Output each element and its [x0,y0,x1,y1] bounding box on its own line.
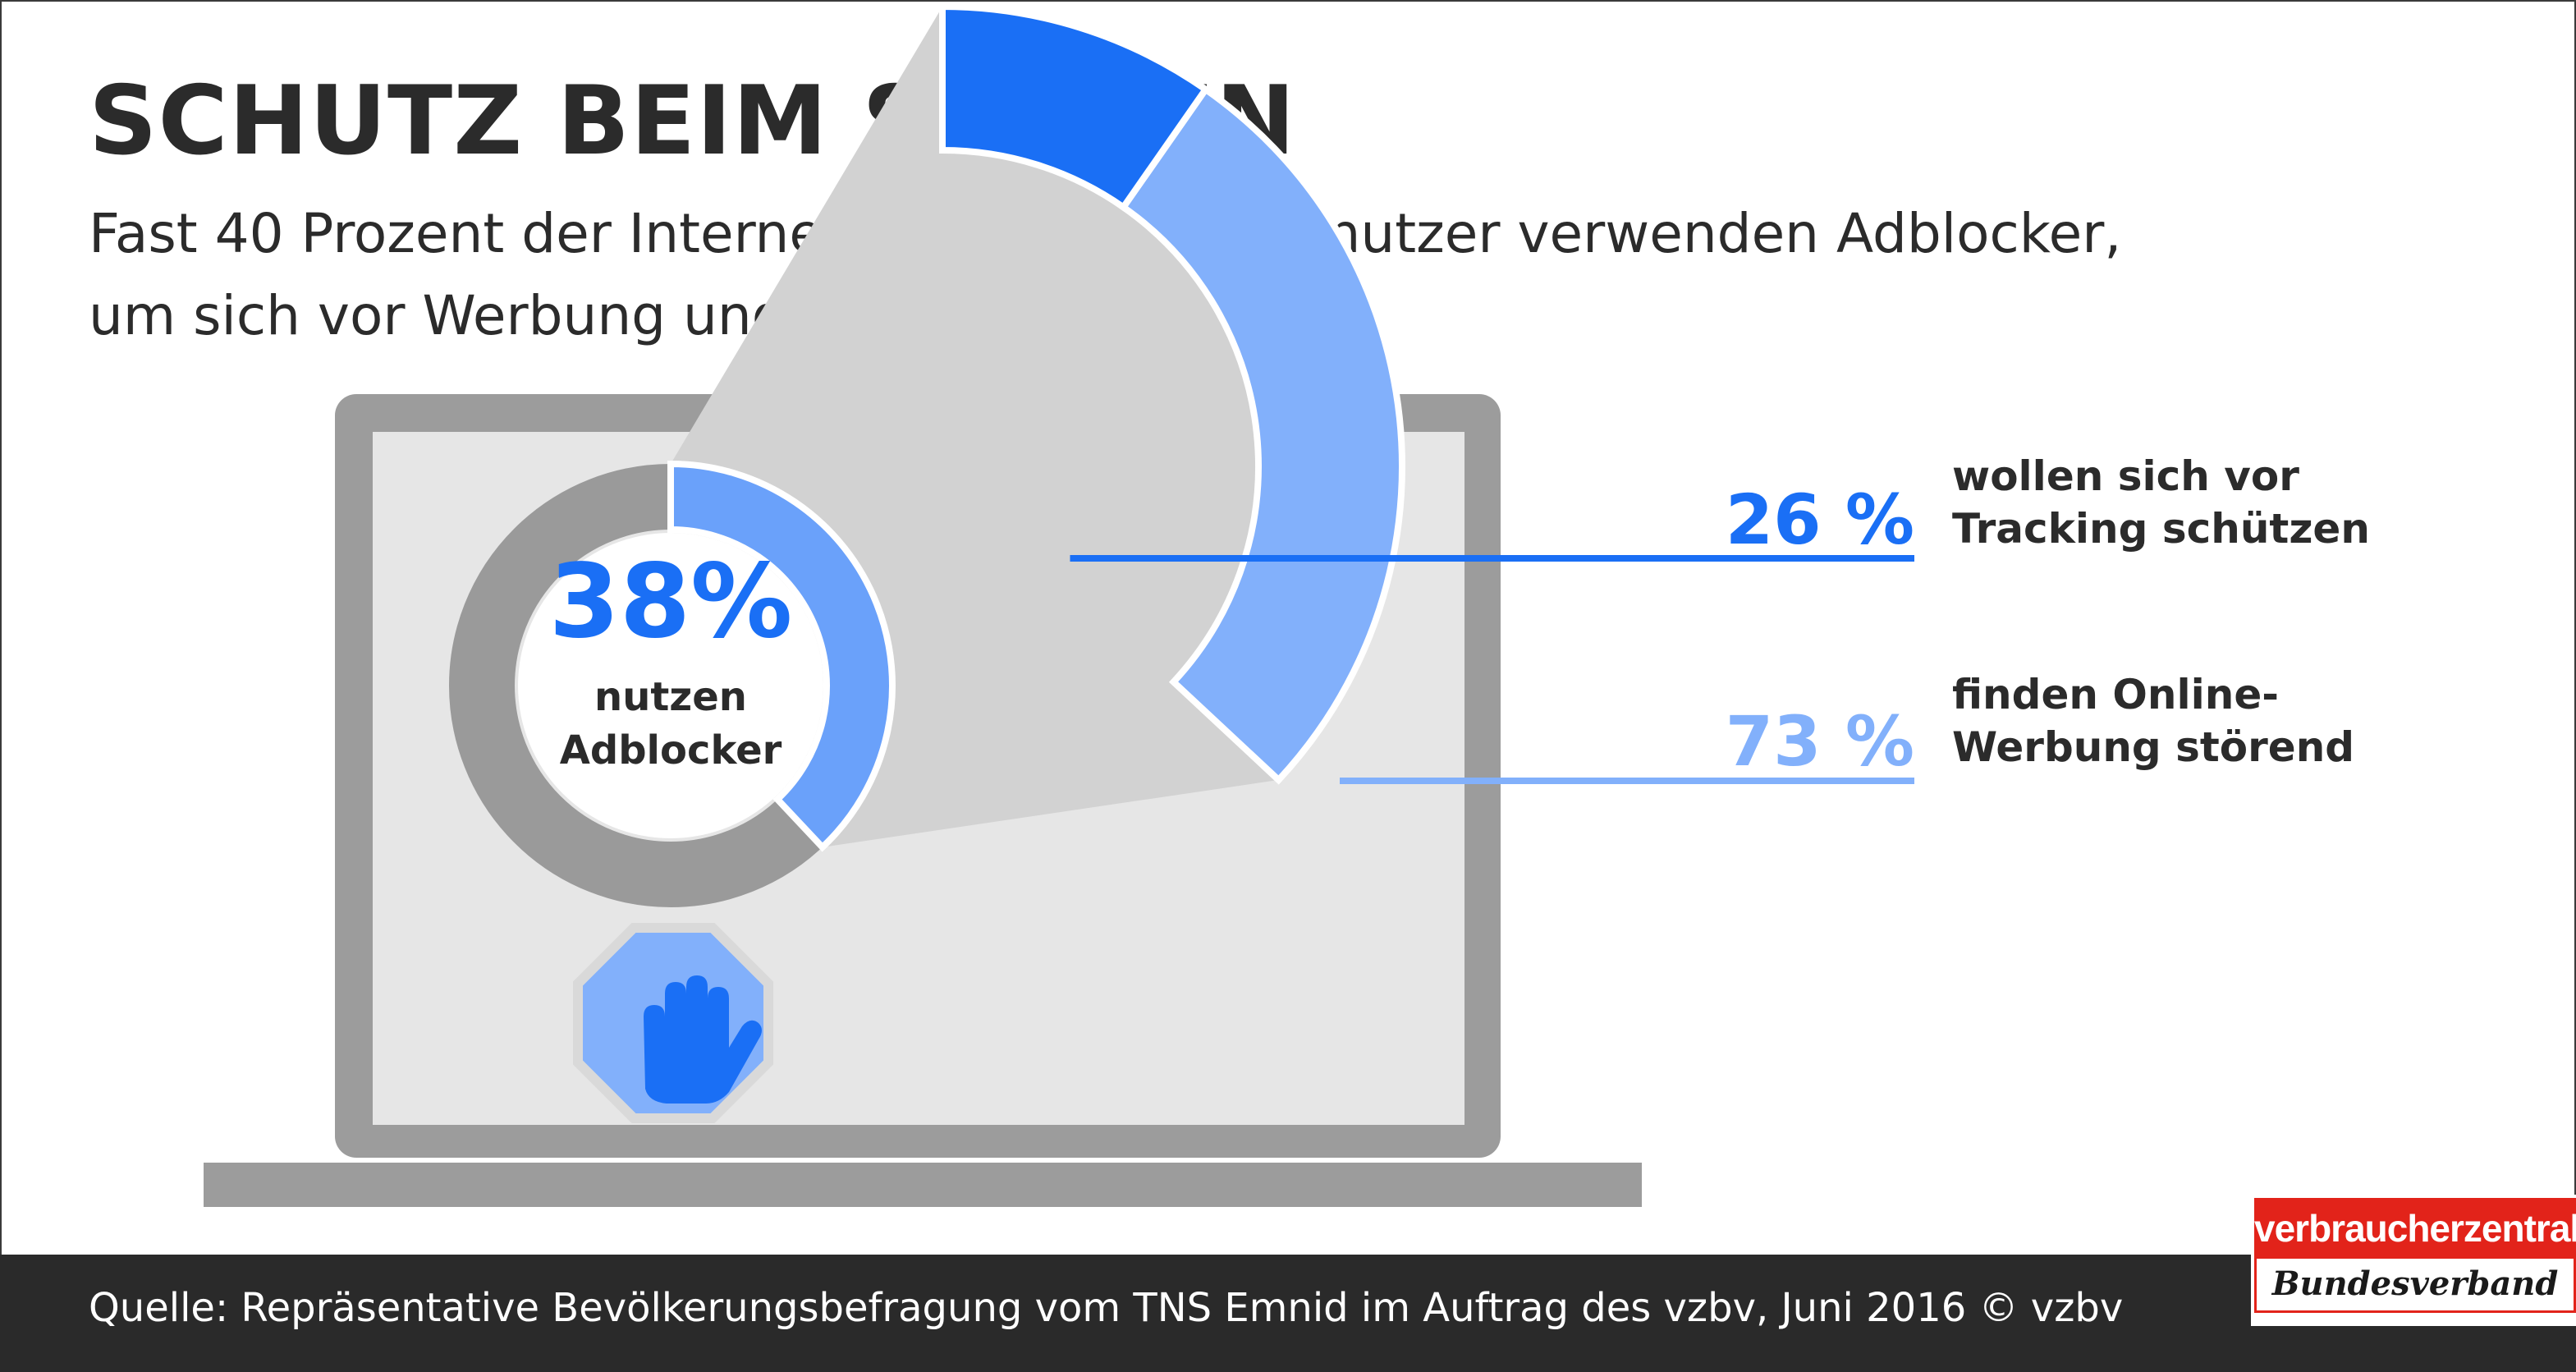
value-tracking: 26 % [1726,480,1914,560]
label-tracking-line-2: Tracking schützen [1952,505,2370,553]
breakdown-segment-tracking [939,2,1211,212]
logo-wordmark: verbraucherzentrale [2254,1198,2576,1259]
value-werbung: 73 % [1726,701,1914,782]
breakdown-segment-werbung [1118,85,1405,785]
main-label-line-2: Adblocker [560,727,782,773]
main-value-label: 38% [549,543,793,661]
logo-subline: Bundesverband [2254,1259,2576,1313]
vzbv-logo: verbraucherzentrale Bundesverband [2251,1195,2576,1326]
donut-slice-adblocker [667,460,896,852]
label-tracking: wollen sich vor Tracking schützen [1952,450,2370,555]
label-tracking-line-1: wollen sich vor [1952,452,2299,500]
laptop-base [204,1163,1642,1207]
label-werbung-line-2: Werbung störend [1952,723,2355,771]
footer-bar [0,1255,2576,1372]
stop-hand-icon [573,923,773,1123]
donut-center [518,533,823,838]
source-note: Quelle: Repräsentative Bevölkerungsbefra… [89,1285,2124,1331]
label-werbung: finden Online- Werbung störend [1952,668,2354,773]
label-werbung-line-1: finden Online- [1952,671,2279,718]
main-label-line-1: nutzen [594,674,747,720]
